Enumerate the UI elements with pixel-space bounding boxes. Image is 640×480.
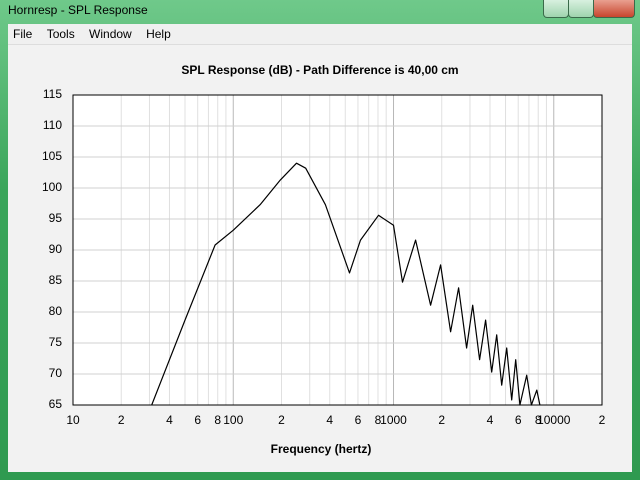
x-axis-label: Frequency (hertz): [271, 442, 372, 456]
x-tick-label: 8: [535, 413, 542, 427]
x-tick-label: 2: [278, 413, 285, 427]
x-tick-label: 2: [599, 413, 606, 427]
y-tick-label: 90: [49, 242, 63, 256]
x-tick-label: 4: [166, 413, 173, 427]
menu-bar: File Tools Window Help: [8, 24, 632, 45]
y-tick-label: 80: [49, 304, 63, 318]
x-tick-label: 6: [194, 413, 201, 427]
x-tick-label: 2: [118, 413, 125, 427]
y-tick-label: 100: [42, 180, 62, 194]
x-tick-label: 8: [375, 413, 382, 427]
x-tick-label: 10: [66, 413, 80, 427]
y-tick-label: 115: [43, 87, 62, 101]
y-tick-label: 65: [49, 397, 63, 411]
x-tick-label: 4: [487, 413, 494, 427]
y-tick-label: 110: [43, 118, 62, 132]
plot-border: [72, 94, 603, 406]
menu-item[interactable]: Help: [146, 27, 171, 41]
x-tick-label: 8: [214, 413, 221, 427]
y-tick-label: 95: [49, 211, 63, 225]
close-button[interactable]: [593, 0, 635, 18]
x-tick-label: 6: [515, 413, 522, 427]
y-tick-label: 75: [49, 335, 63, 349]
window-title: Hornresp - SPL Response: [8, 3, 148, 17]
y-tick-label: 105: [42, 149, 62, 163]
menu-item[interactable]: Tools: [46, 27, 75, 41]
y-tick-label: 70: [49, 366, 63, 380]
response-curve: [151, 162, 541, 406]
x-tick-label: 1000: [380, 413, 407, 427]
y-tick-label: 85: [49, 273, 63, 287]
x-tick-label: 4: [326, 413, 333, 427]
menu-item[interactable]: Window: [89, 27, 132, 41]
chart-title: SPL Response (dB) - Path Difference is 4…: [181, 63, 458, 77]
x-tick-label: 2: [438, 413, 445, 427]
menu-item[interactable]: File: [13, 27, 33, 41]
x-tick-label: 6: [355, 413, 362, 427]
x-tick-label: 100: [223, 413, 243, 427]
x-tick-label: 10000: [537, 413, 571, 427]
